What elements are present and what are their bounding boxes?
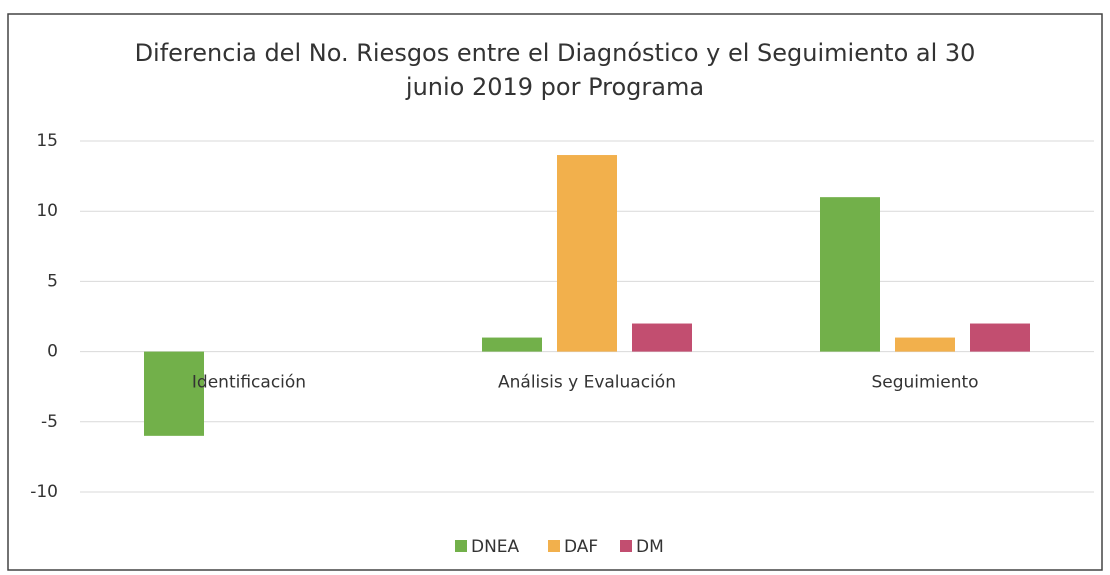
legend-swatch xyxy=(455,540,467,552)
x-tick-label: Identificación xyxy=(192,373,306,393)
x-tick-label: Seguimiento xyxy=(871,373,978,393)
bar xyxy=(632,323,692,352)
y-tick-label: 5 xyxy=(47,271,58,291)
bar xyxy=(820,197,880,352)
bar xyxy=(482,337,542,352)
legend-label: DNEA xyxy=(471,537,520,557)
y-tick-label: -5 xyxy=(41,412,58,432)
y-tick-label: -10 xyxy=(30,482,58,502)
legend-swatch xyxy=(620,540,632,552)
legend-label: DAF xyxy=(564,537,598,557)
bar xyxy=(144,351,204,436)
bar xyxy=(895,337,955,352)
chart-title: Diferencia del No. Riesgos entre el Diag… xyxy=(134,39,976,101)
legend-label: DM xyxy=(636,537,664,557)
y-tick-label: 0 xyxy=(47,342,58,362)
bar xyxy=(557,155,617,352)
legend-swatch xyxy=(548,540,560,552)
x-tick-label: Análisis y Evaluación xyxy=(498,373,676,393)
bar xyxy=(970,323,1030,352)
chart-border xyxy=(7,13,1103,571)
y-tick-label: 15 xyxy=(36,131,58,151)
y-tick-label: 10 xyxy=(36,201,58,221)
